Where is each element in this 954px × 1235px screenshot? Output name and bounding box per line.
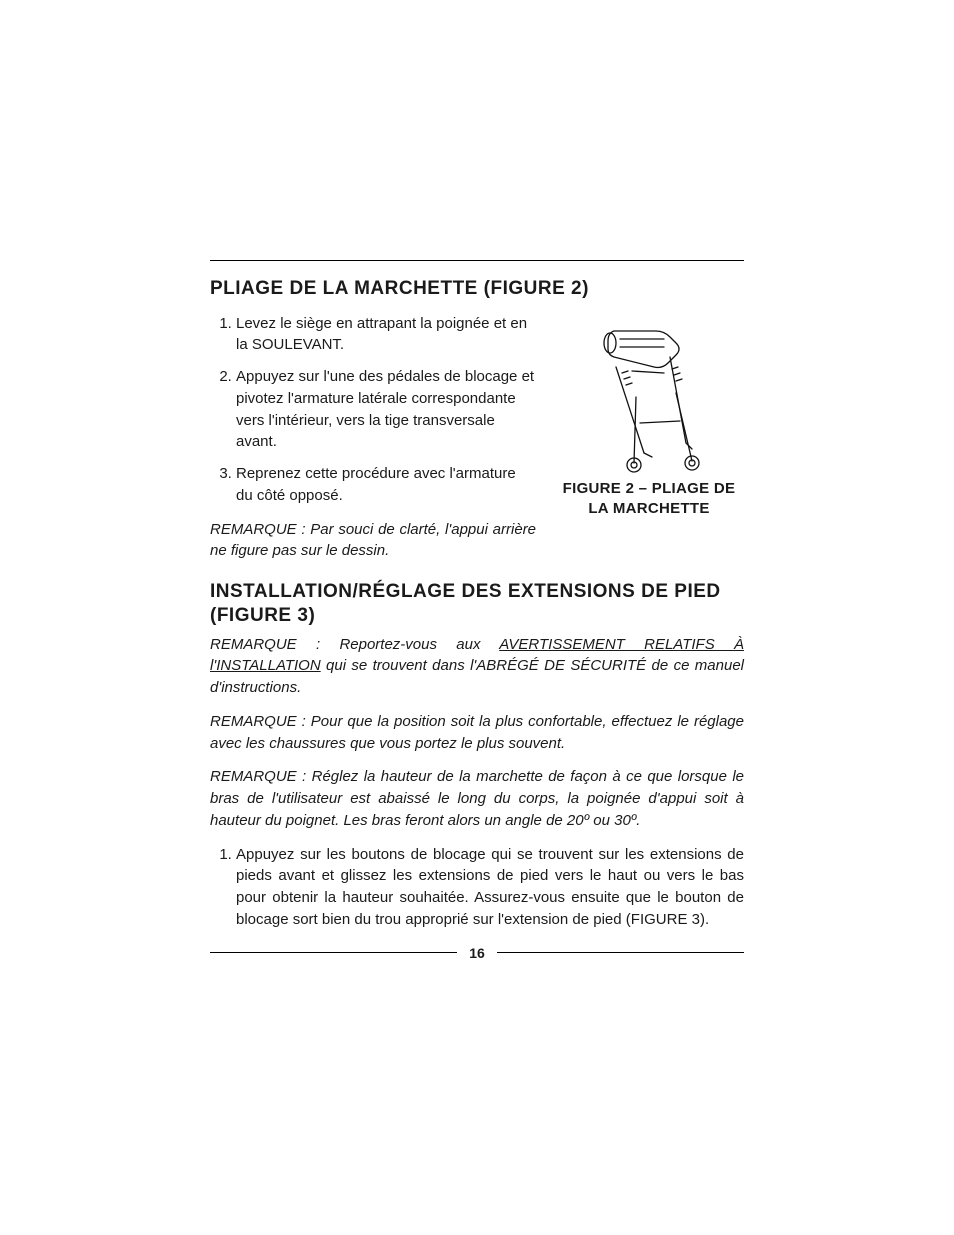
figure2-caption-line2: LA MARCHETTE — [588, 500, 709, 517]
list-item: Appuyez sur l'une des pédales de blocage… — [236, 366, 536, 453]
section1-figure: FIGURE 2 – PLIAGE DE LA MARCHETTE — [554, 313, 744, 520]
list-item: Reprenez cette procédure avec l'armature… — [236, 463, 536, 507]
remark-text: REMARQUE : Pour que la position soit la … — [210, 713, 744, 752]
section1-steps: Levez le siège en attrapant la poignée e… — [210, 313, 536, 507]
list-item: Levez le siège en attrapant la poignée e… — [236, 313, 536, 357]
section2-heading: INSTALLATION/RÉGLAGE DES EXTENSIONS DE P… — [210, 580, 744, 628]
section2-remark-2: REMARQUE : Pour que la position soit la … — [210, 711, 744, 755]
figure2-caption-line1: FIGURE 2 – PLIAGE DE — [563, 480, 736, 497]
top-rule — [210, 260, 744, 261]
section2-steps: Appuyez sur les boutons de blocage qui s… — [210, 844, 744, 931]
section1-left: Levez le siège en attrapant la poignée e… — [210, 313, 536, 575]
page-footer: 16 — [210, 943, 744, 963]
figure2-caption: FIGURE 2 – PLIAGE DE LA MARCHETTE — [554, 479, 744, 520]
footer-rule-left — [210, 952, 457, 953]
walker-folded-icon — [574, 313, 724, 473]
list-item: Appuyez sur les boutons de blocage qui s… — [236, 844, 744, 931]
footer-rule-right — [497, 952, 744, 953]
section1-remark: REMARQUE : Par souci de clarté, l'appui … — [210, 519, 536, 563]
remark-text: REMARQUE : Reportez-vous aux — [210, 636, 499, 653]
section1-body: Levez le siège en attrapant la poignée e… — [210, 313, 744, 575]
page-number: 16 — [469, 943, 485, 963]
section2-remark-3: REMARQUE : Réglez la hauteur de la march… — [210, 766, 744, 831]
remark-text: REMARQUE : Réglez la hauteur de la march… — [210, 768, 744, 829]
page: PLIAGE DE LA MARCHETTE (FIGURE 2) Levez … — [0, 0, 954, 1235]
section2-remark-1: REMARQUE : Reportez-vous aux AVERTISSEME… — [210, 634, 744, 699]
section1-heading: PLIAGE DE LA MARCHETTE (FIGURE 2) — [210, 275, 744, 303]
